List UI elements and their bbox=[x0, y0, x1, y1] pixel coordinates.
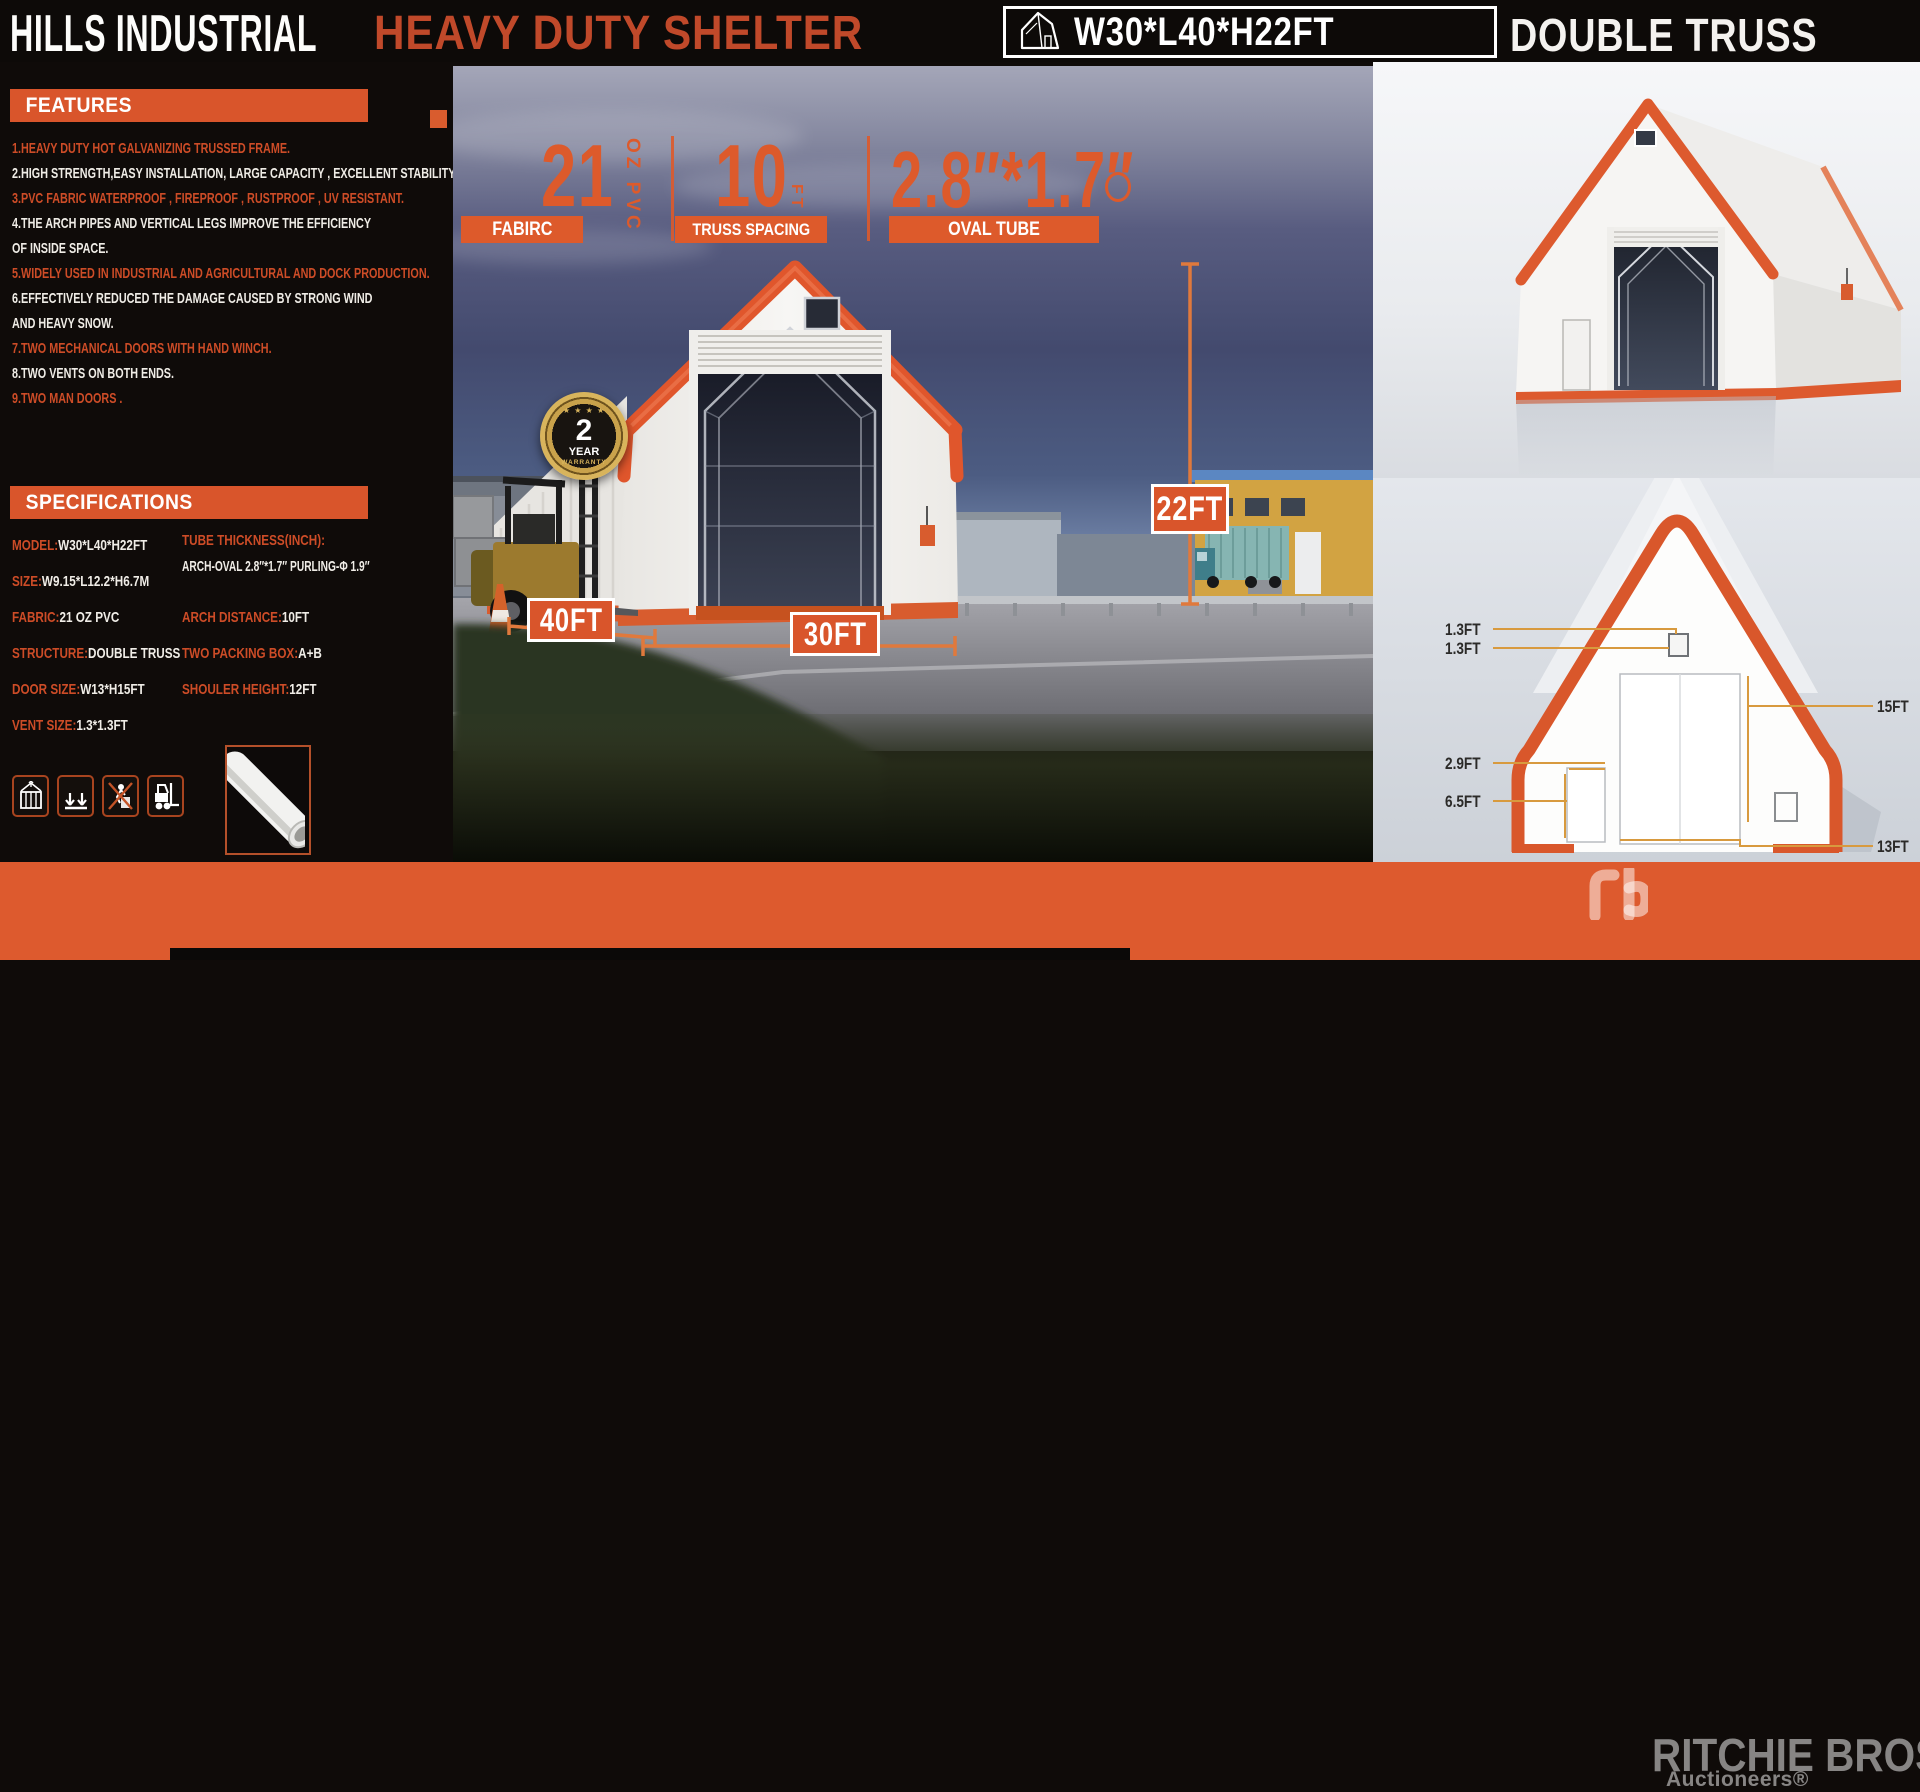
dim-40ft-label: 40FT bbox=[527, 598, 615, 642]
spec-row-value: ARCH-OVAL 2.8″*1.7″ PURLING-Φ 1.9″ bbox=[182, 558, 370, 575]
spec-row: ARCH DISTANCE:10FT bbox=[182, 609, 310, 626]
clouds bbox=[453, 110, 1093, 264]
feature-item: 5.WIDELY USED IN INDUSTRIAL AND AGRICULT… bbox=[12, 265, 430, 282]
truck bbox=[1195, 526, 1289, 588]
spec-row: TWO PACKING BOX:A+B bbox=[182, 645, 322, 662]
crate-sling-icon bbox=[12, 775, 49, 817]
no-tilt-icon bbox=[102, 775, 139, 817]
features-header: FEATURES bbox=[10, 89, 368, 122]
diagram-base-width: 13FT bbox=[1877, 837, 1909, 856]
guardrail bbox=[958, 596, 1373, 616]
spec-row: STRUCTURE:DOUBLE TRUSS bbox=[12, 645, 181, 662]
this-way-up-icon bbox=[57, 775, 94, 817]
model-badge: W30*L40*H22FT bbox=[1003, 6, 1497, 58]
shelter-icon bbox=[1018, 10, 1064, 55]
stat-divider bbox=[867, 136, 870, 241]
warranty-badge: ★ ★ ★ ★ 2 YEAR WARRANTY bbox=[540, 392, 628, 480]
feature-item: 1.HEAVY DUTY HOT GALVANIZING TRUSSED FRA… bbox=[12, 140, 291, 157]
handling-icons bbox=[12, 775, 184, 817]
specifications-title: SPECIFICATIONS bbox=[25, 490, 193, 514]
stat-tube-value: 2.8″*1.7″ bbox=[891, 135, 1135, 224]
diagram-door-height: 15FT bbox=[1877, 697, 1909, 716]
stat-divider bbox=[671, 136, 674, 241]
dim-30ft-label: 30FT bbox=[790, 612, 880, 656]
forklift-icon bbox=[147, 775, 184, 817]
spec-row: DOOR SIZE:W13*H15FT bbox=[12, 681, 145, 698]
stat-spacing-unit: FT bbox=[788, 184, 805, 212]
features-title: FEATURES bbox=[25, 93, 133, 117]
shelter bbox=[487, 260, 964, 626]
diagram-vent-height: 1.3FT bbox=[1445, 639, 1481, 658]
bottom-black-strip bbox=[170, 948, 1130, 960]
spec-row: SHOULER HEIGHT:12FT bbox=[182, 681, 317, 698]
brand-title: HILLS INDUSTRIAL bbox=[10, 5, 318, 63]
feature-item: 9.TWO MAN DOORS . bbox=[12, 390, 123, 407]
shelter-shadow bbox=[1836, 783, 1881, 852]
warranty-number: 2 bbox=[575, 413, 593, 447]
shelter-3q-view bbox=[1515, 98, 1904, 404]
model-badge-text: W30*L40*H22FT bbox=[1074, 9, 1335, 54]
stat-fabric-label: FABIRC bbox=[461, 216, 583, 243]
spec-column-right: TUBE THICKNESS(INCH): ARCH-OVAL 2.8″*1.7… bbox=[182, 528, 458, 708]
warranty-year: YEAR bbox=[568, 445, 600, 458]
header-bar: HILLS INDUSTRIAL HEAVY DUTY SHELTER W30*… bbox=[0, 0, 1920, 63]
spec-row: VENT SIZE:1.3*1.3FT bbox=[12, 717, 128, 734]
footer-band: RITCHIE BROS. Auctioneers® bbox=[0, 862, 1920, 1791]
stat-spacing-label: TRUSS SPACING bbox=[675, 216, 827, 243]
stat-tube-label: OVAL TUBE bbox=[889, 216, 1099, 243]
auctioneers-label: Auctioneers® bbox=[1666, 1768, 1809, 1791]
main-product-photo: 21 OZ PVC FABIRC 10 FT TRUSS SPACING 2.8… bbox=[453, 66, 1373, 862]
leader-lines bbox=[1493, 628, 1873, 847]
spec-column-left: MODEL:W30*L40*H22FT SIZE:W9.15*L12.2*H6.… bbox=[12, 528, 228, 744]
warranty-text: WARRANTY bbox=[561, 458, 607, 466]
feature-item: 2.HIGH STRENGTH,EASY INSTALLATION, LARGE… bbox=[12, 165, 456, 182]
spec-row: SIZE:W9.15*L12.2*H6.7M bbox=[12, 573, 150, 590]
dimension-diagram: 1.3FT 1.3FT 15FT 2.9FT 6.5FT 13FT bbox=[1373, 478, 1920, 862]
features-list: 1.HEAVY DUTY HOT GALVANIZING TRUSSED FRA… bbox=[12, 136, 456, 411]
warranty-stars: ★ ★ ★ ★ bbox=[562, 405, 606, 415]
diagram-vent-width: 1.3FT bbox=[1445, 620, 1481, 639]
spec-row: MODEL:W30*L40*H22FT bbox=[12, 537, 148, 554]
ritchie-bros-monogram-icon bbox=[1589, 868, 1648, 920]
secondary-product-photo bbox=[1373, 62, 1920, 478]
specifications-header: SPECIFICATIONS bbox=[10, 486, 368, 519]
stat-fabric-unit: OZ PVC bbox=[622, 138, 643, 233]
oval-tube-icon bbox=[1105, 172, 1131, 202]
oval-tube-image bbox=[217, 745, 317, 855]
feature-item: 4.THE ARCH PIPES AND VERTICAL LEGS IMPRO… bbox=[12, 215, 371, 257]
dim-22ft-label: 22FT bbox=[1151, 484, 1229, 534]
diagram-mandoor-height: 6.5FT bbox=[1445, 792, 1481, 811]
spec-row: FABRIC:21 OZ PVC bbox=[12, 609, 120, 626]
stat-fabric-value: 21 bbox=[541, 126, 615, 225]
feature-item: 3.PVC FABRIC WATERPROOF , FIREPROOF , RU… bbox=[12, 190, 405, 207]
stat-spacing-value: 10 bbox=[715, 126, 789, 225]
truss-type-label: DOUBLE TRUSS bbox=[1510, 9, 1818, 61]
floor-reflection bbox=[1516, 396, 1776, 478]
product-subtitle: HEAVY DUTY SHELTER bbox=[374, 7, 864, 60]
feature-item: 6.EFFECTIVELY REDUCED THE DAMAGE CAUSED … bbox=[12, 290, 373, 332]
spec-row: TUBE THICKNESS(INCH): bbox=[182, 532, 325, 549]
feature-item: 7.TWO MECHANICAL DOORS WITH HAND WINCH. bbox=[12, 340, 272, 357]
feature-item: 8.TWO VENTS ON BOTH ENDS. bbox=[12, 365, 175, 382]
diagram-mandoor-width: 2.9FT bbox=[1445, 754, 1481, 773]
accent-square bbox=[430, 110, 447, 128]
